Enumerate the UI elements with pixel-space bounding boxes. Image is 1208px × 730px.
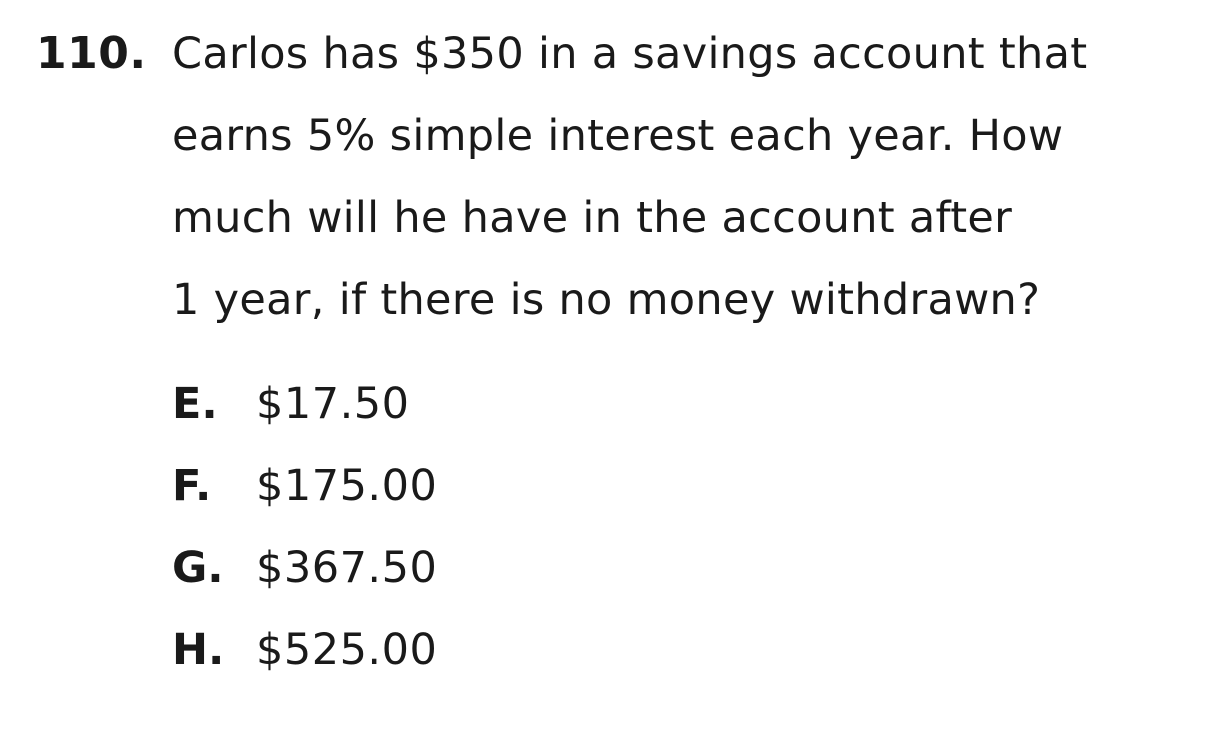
question-text-line-1: Carlos has $350 in a savings account tha… xyxy=(172,29,1088,79)
choice-letter: F. xyxy=(172,461,212,511)
choice-letter: G. xyxy=(172,543,224,593)
choice-letter: E. xyxy=(172,379,218,429)
question-text-line-3: much will he have in the account after xyxy=(172,193,1013,243)
choice-text: $17.50 xyxy=(256,379,410,429)
question-number: 110. xyxy=(36,28,147,79)
question-text-line-2: earns 5% simple interest each year. How xyxy=(172,111,1064,161)
choice-text: $367.50 xyxy=(256,543,438,593)
choice-text: $175.00 xyxy=(256,461,438,511)
question-text-line-4: 1 year, if there is no money withdrawn? xyxy=(172,275,1041,325)
choice-text: $525.00 xyxy=(256,625,438,675)
choice-letter: H. xyxy=(172,625,225,675)
